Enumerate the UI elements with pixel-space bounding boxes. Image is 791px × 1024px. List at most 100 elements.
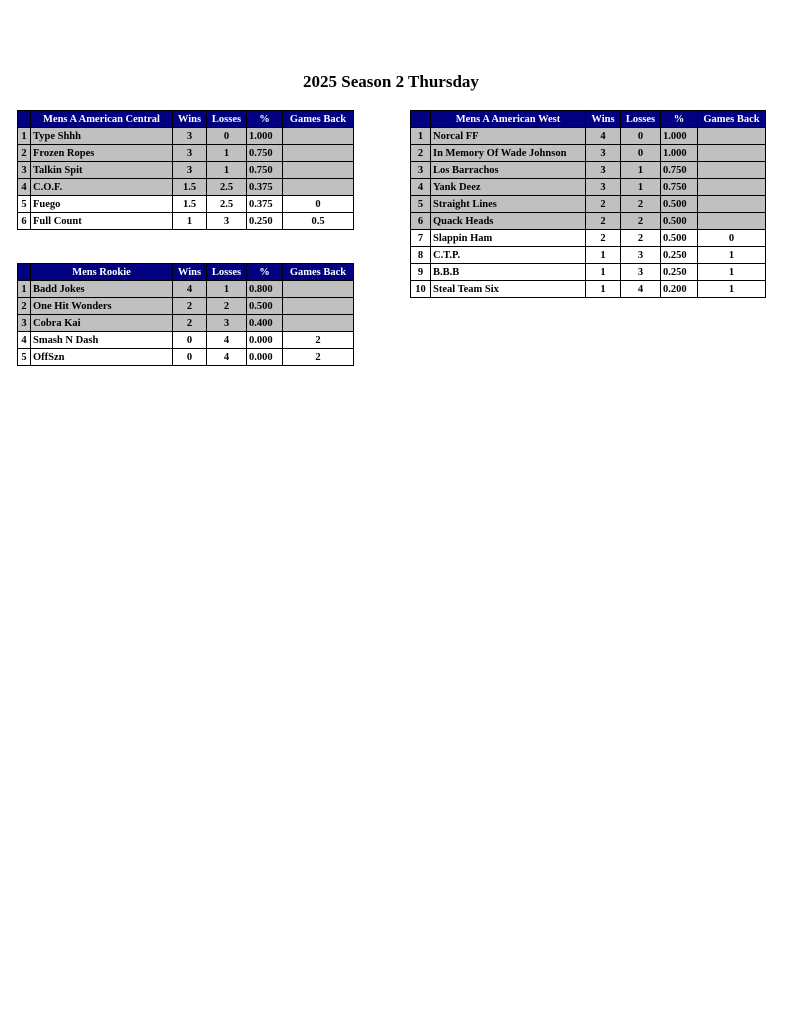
pct-cell: 1.000	[660, 144, 698, 162]
table-row: 3 Los Barrachos 3 1 0.750	[410, 161, 766, 179]
losses-cell: 2	[620, 195, 661, 213]
rank-cell: 7	[410, 229, 431, 247]
pct-cell: 0.750	[660, 178, 698, 196]
rank-cell: 3	[410, 161, 431, 179]
rank-cell: 1	[17, 280, 31, 298]
header-row: Mens A American Central Wins Losses% Games …	[17, 110, 354, 128]
games-back-cell	[282, 280, 354, 298]
losses-cell: 0	[620, 127, 661, 145]
rank-cell: 5	[17, 348, 31, 366]
wins-cell: 4	[172, 280, 207, 298]
losses-header: Losses	[206, 110, 247, 128]
standings-table-mens-a-american-west: Mens A American West Wins Losses% Games Bac…	[410, 110, 766, 298]
losses-cell: 2.5	[206, 195, 247, 213]
team-name-cell: C.O.F.	[30, 178, 173, 196]
losses-cell: 3	[206, 212, 247, 230]
team-name-cell: Quack Heads	[430, 212, 586, 230]
team-name-cell: Cobra Kai	[30, 314, 173, 332]
pct-cell: 0.500	[246, 297, 283, 315]
table-row: 1 Type Shhh 3 0 1.000	[17, 127, 354, 145]
wins-header: Wins	[172, 110, 207, 128]
table-row: 5 Fuego 1.5 2.5 0.375 0	[17, 195, 354, 213]
losses-header: Losses	[620, 110, 661, 128]
pct-cell: 0.750	[246, 144, 283, 162]
games-back-cell	[697, 144, 766, 162]
games-back-cell: 2	[282, 331, 354, 349]
rank-cell: 2	[17, 144, 31, 162]
team-name-cell: Yank Deez	[430, 178, 586, 196]
wins-cell: 3	[585, 161, 621, 179]
games-back-cell	[697, 178, 766, 196]
table-row: 3 Talkin Spit 3 1 0.750	[17, 161, 354, 179]
wins-cell: 2	[172, 297, 207, 315]
pct-header: %	[246, 110, 283, 128]
pct-cell: 0.500	[660, 229, 698, 247]
wins-cell: 1.5	[172, 178, 207, 196]
wins-cell: 1	[585, 263, 621, 281]
standings-table-mens-rookie: Mens Rookie Wins Losses% Games Back 1 Badd Jo…	[17, 263, 354, 366]
page-title: 2025 Season 2 Thursday	[303, 72, 479, 91]
pct-cell: 0.200	[660, 280, 698, 298]
team-name-cell: Type Shhh	[30, 127, 173, 145]
rank-cell: 8	[410, 246, 431, 264]
wins-header: Wins	[585, 110, 621, 128]
games-back-cell	[282, 144, 354, 162]
table-row: 4 Yank Deez 3 1 0.750	[410, 178, 766, 196]
pct-header: %	[246, 263, 283, 281]
games-back-cell: 0	[697, 229, 766, 247]
rank-cell: 5	[410, 195, 431, 213]
team-name-cell: Slappin Ham	[430, 229, 586, 247]
rank-header	[17, 263, 31, 281]
games-back-cell: 1	[697, 246, 766, 264]
games-back-cell	[697, 161, 766, 179]
team-name-cell: Norcal FF	[430, 127, 586, 145]
pct-cell: 0.000	[246, 348, 283, 366]
losses-header: Losses	[206, 263, 247, 281]
losses-cell: 1	[206, 280, 247, 298]
pct-cell: 0.500	[660, 195, 698, 213]
games-back-cell: 0	[282, 195, 354, 213]
header-row: Mens A American West Wins Losses% Games Bac…	[410, 110, 766, 128]
games-back-cell: 2	[282, 348, 354, 366]
team-name-cell: Talkin Spit	[30, 161, 173, 179]
losses-cell: 4	[620, 280, 661, 298]
team-name-cell: Steal Team Six	[430, 280, 586, 298]
losses-cell: 2.5	[206, 178, 247, 196]
games-back-header: Games Back	[282, 263, 354, 281]
pct-cell: 0.250	[246, 212, 283, 230]
games-back-cell	[697, 212, 766, 230]
table-row: 6 Full Count 1 3 0.250 0.5	[17, 212, 354, 230]
rank-cell: 5	[17, 195, 31, 213]
games-back-cell	[282, 178, 354, 196]
table-row: 5 Straight Lines 2 2 0.500	[410, 195, 766, 213]
pct-header: %	[660, 110, 698, 128]
losses-cell: 3	[206, 314, 247, 332]
team-name-cell: In Memory Of Wade Johnson	[430, 144, 586, 162]
losses-cell: 2	[620, 212, 661, 230]
pct-cell: 0.250	[660, 263, 698, 281]
standings-table-mens-a-american-central: Mens A American Central Wins Losses% Games …	[17, 110, 354, 230]
losses-cell: 3	[620, 263, 661, 281]
losses-cell: 4	[206, 348, 247, 366]
games-back-header: Games Back	[697, 110, 766, 128]
division-name: Mens Rookie	[30, 263, 173, 281]
pct-cell: 0.400	[246, 314, 283, 332]
games-back-cell	[697, 195, 766, 213]
games-back-cell	[697, 127, 766, 145]
rank-cell: 2	[17, 297, 31, 315]
division-name: Mens A American Central	[30, 110, 173, 128]
wins-cell: 1.5	[172, 195, 207, 213]
rank-cell: 9	[410, 263, 431, 281]
wins-cell: 3	[172, 161, 207, 179]
losses-cell: 2	[206, 297, 247, 315]
losses-cell: 0	[206, 127, 247, 145]
pct-cell: 0.500	[660, 212, 698, 230]
division-name: Mens A American West	[430, 110, 586, 128]
losses-cell: 1	[620, 161, 661, 179]
team-name-cell: Fuego	[30, 195, 173, 213]
wins-cell: 3	[172, 127, 207, 145]
rank-cell: 4	[410, 178, 431, 196]
wins-cell: 4	[585, 127, 621, 145]
team-name-cell: Full Count	[30, 212, 173, 230]
team-name-cell: One Hit Wonders	[30, 297, 173, 315]
